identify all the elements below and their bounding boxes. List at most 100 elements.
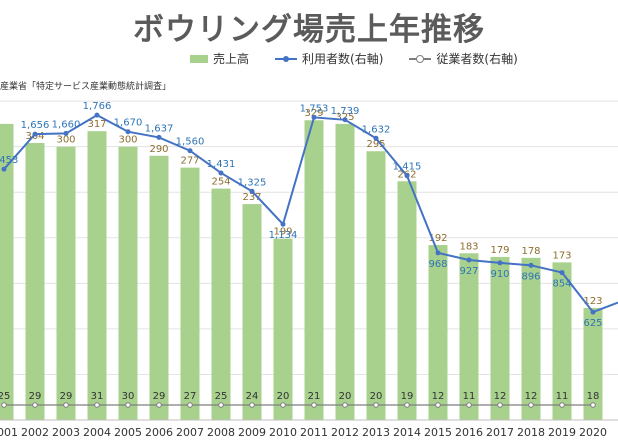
x-tick-label: 2016 — [455, 426, 483, 439]
users-point — [497, 260, 503, 266]
bar-label: 237 — [242, 192, 261, 203]
employees-point — [559, 402, 565, 408]
bar-label: 178 — [521, 246, 540, 257]
bar-2003 — [56, 146, 76, 420]
x-tick-label: 2003 — [52, 426, 80, 439]
x-tick-label: 2004 — [83, 426, 111, 439]
x-tick-label: 2009 — [238, 426, 266, 439]
bar-2008 — [211, 188, 231, 420]
bar-label: 173 — [552, 250, 571, 261]
users-label: 1,670 — [114, 118, 143, 129]
legend-item-users: 利用者数(右軸) — [275, 50, 383, 67]
bar-2019 — [552, 262, 572, 420]
users-label: 1,656 — [21, 120, 50, 131]
employees-label: 11 — [556, 391, 569, 402]
employees-label: 21 — [308, 391, 321, 402]
employees-point — [187, 402, 193, 408]
bar-2001 — [0, 123, 14, 420]
employees-point — [373, 402, 379, 408]
bar-2006 — [149, 155, 169, 420]
users-label: 968 — [428, 259, 447, 270]
x-tick-label: 2001 — [0, 426, 18, 439]
x-tick-label: 2017 — [486, 426, 514, 439]
employees-label: 29 — [29, 391, 42, 402]
users-point — [32, 131, 38, 137]
users-point — [94, 112, 100, 118]
users-label: 1,637 — [145, 123, 174, 134]
x-tick-label: 2011 — [300, 426, 328, 439]
users-label: 1,660 — [52, 119, 81, 130]
source-note: 産業省「特定サービス産業動態統計調査」 — [0, 82, 172, 92]
users-point — [311, 114, 317, 120]
users-point — [1, 166, 7, 172]
users-label: 1,632 — [362, 124, 391, 135]
legend-swatch-sales — [190, 54, 208, 63]
employees-point — [218, 402, 224, 408]
employees-point — [497, 402, 503, 408]
users-label: 625 — [583, 318, 602, 329]
employees-point — [63, 402, 69, 408]
employees-label: 25 — [215, 391, 228, 402]
x-tick-label: 2013 — [362, 426, 390, 439]
legend-swatch-users — [275, 54, 298, 64]
employees-label: 27 — [184, 391, 197, 402]
employees-point — [466, 402, 472, 408]
bar-2017 — [490, 256, 510, 420]
employees-point — [311, 402, 317, 408]
employees-label: 29 — [60, 391, 73, 402]
users-label: 896 — [521, 271, 540, 282]
users-point — [63, 130, 69, 136]
bar-label: 317 — [87, 119, 106, 130]
x-tick-label: 2019 — [548, 426, 576, 439]
x-tick-label: 2015 — [424, 426, 452, 439]
x-tick-label: 2007 — [176, 426, 204, 439]
users-label: 1,453 — [0, 155, 18, 166]
x-tick-label: 2006 — [145, 426, 173, 439]
bar-label: 123 — [583, 296, 602, 307]
bar-2011 — [304, 120, 324, 420]
bar-2007 — [180, 167, 200, 420]
employees-point — [94, 402, 100, 408]
users-label: 1,753 — [300, 103, 329, 114]
users-point — [528, 262, 534, 268]
users-label: 1,766 — [83, 101, 112, 112]
users-point — [156, 134, 162, 140]
users-label: 1,325 — [238, 177, 267, 188]
chart-legend: 売上高 利用者数(右軸) 従業者数(右軸) — [190, 50, 518, 67]
employees-label: 20 — [370, 391, 383, 402]
employees-point — [249, 402, 255, 408]
employees-point — [280, 402, 286, 408]
bar-2018 — [521, 257, 541, 420]
employees-point — [435, 402, 441, 408]
bar-2012 — [335, 123, 355, 420]
legend-label-users: 利用者数(右軸) — [302, 52, 384, 66]
users-point — [280, 221, 286, 227]
bar-2015 — [428, 245, 448, 420]
x-tick-label: 2020 — [579, 426, 607, 439]
users-point — [342, 117, 348, 123]
users-point — [590, 309, 596, 315]
bar-2013 — [366, 151, 386, 420]
users-point — [187, 148, 193, 154]
employees-label: 29 — [153, 391, 166, 402]
employees-label: 12 — [494, 391, 507, 402]
bar-label: 277 — [180, 156, 199, 167]
bar-2014 — [397, 181, 417, 420]
employees-label: 12 — [525, 391, 538, 402]
users-label: 1,134 — [269, 230, 298, 241]
users-point — [404, 173, 410, 179]
bar-label: 290 — [149, 144, 168, 155]
bar-2010 — [273, 238, 293, 420]
users-label: 1,739 — [331, 106, 360, 117]
bar-2016 — [459, 253, 479, 420]
users-label: 1,415 — [393, 162, 422, 173]
users-label: 1,560 — [176, 137, 205, 148]
employees-label: 25 — [0, 391, 10, 402]
x-tick-label: 2014 — [393, 426, 421, 439]
bar-label: 179 — [490, 245, 509, 256]
users-point — [125, 129, 131, 135]
users-label: 927 — [459, 266, 478, 277]
bar-2004 — [87, 131, 107, 420]
employees-label: 18 — [587, 391, 600, 402]
users-point — [249, 188, 255, 194]
